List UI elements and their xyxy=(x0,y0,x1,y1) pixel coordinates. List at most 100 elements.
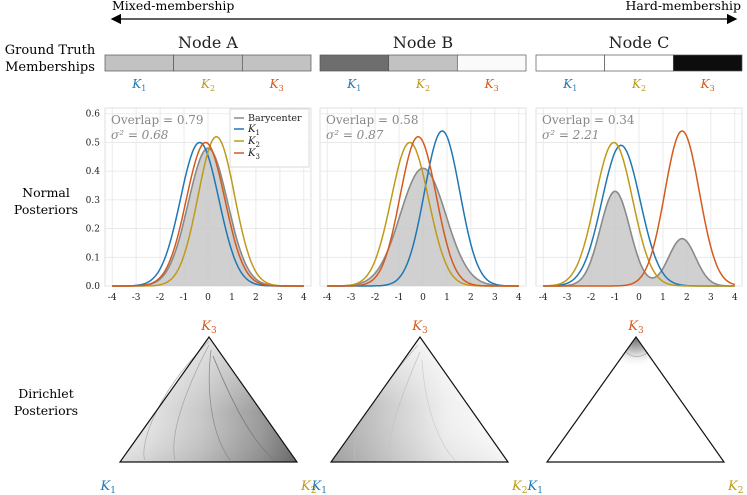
barycenter-area xyxy=(327,168,519,286)
normal-posterior-plots: -4 -3 -2 -1 0 1 2 3 4 0.0 0.1 0.2 0.3 0.4 0.5 0.6 Overla… xyxy=(86,107,743,303)
x-tick-label: 4 xyxy=(516,293,522,303)
x-tick-label: -2 xyxy=(156,293,165,303)
x-tick-label: 3 xyxy=(492,293,498,303)
series-line-k3 xyxy=(112,141,304,287)
membership-cell xyxy=(241,54,312,72)
legend-label-barycenter: Barycenter xyxy=(248,113,302,124)
row-label-normal-1: Normal xyxy=(22,185,70,200)
simplex-node-a xyxy=(118,335,299,463)
membership-cell-label: K2 xyxy=(631,77,646,93)
simplex-b-outline xyxy=(329,335,510,463)
y-tick-label: 0.6 xyxy=(86,110,101,120)
x-tick-label: 0 xyxy=(420,293,426,303)
x-tick-label: 1 xyxy=(444,293,450,303)
y-tick-label: 0.4 xyxy=(86,167,101,177)
series-line-k3 xyxy=(327,135,519,287)
membership-cell xyxy=(104,54,175,72)
overlap-label: Overlap = 0.58 xyxy=(326,113,419,127)
row-label-normal-2: Posteriors xyxy=(14,202,78,217)
x-tick-label: -3 xyxy=(347,293,356,303)
x-tick-label: 2 xyxy=(684,293,690,303)
membership-cell xyxy=(319,54,390,72)
posterior-plot: -4 -3 -2 -1 0 1 2 3 4 0.0 0.1 0.2 0.3 0.4 0.5 0.6 Overla… xyxy=(86,107,312,303)
barycenter-line xyxy=(327,167,519,287)
row-label-dirichlet-2: Posteriors xyxy=(14,403,78,418)
simplex-node-c xyxy=(545,335,726,463)
x-tick-label: 1 xyxy=(229,293,235,303)
node-title: Node B xyxy=(393,33,453,52)
membership-cell-label: K2 xyxy=(200,77,215,93)
x-tick-label: 4 xyxy=(301,293,307,303)
membership-cell xyxy=(672,54,743,72)
membership-cell-label: K1 xyxy=(346,77,361,93)
y-tick-label: 0.0 xyxy=(86,282,101,292)
simplex-label-k3: K3 xyxy=(411,319,428,336)
simplex-label-k2: K2 xyxy=(727,479,743,495)
membership-cell-label: K3 xyxy=(269,77,284,93)
y-tick-label: 0.2 xyxy=(86,225,100,235)
simplex-b-density-overlay xyxy=(331,337,508,462)
x-tick-label: 3 xyxy=(708,293,714,303)
node-title: Node A xyxy=(178,33,238,52)
x-tick-label: -4 xyxy=(323,293,332,303)
x-tick-label: -4 xyxy=(539,293,548,303)
header-mixed-membership: Mixed-membership xyxy=(112,0,234,13)
row-label-dirichlet-1: Dirichlet xyxy=(18,386,73,401)
header-hard-membership: Hard-membership xyxy=(626,0,742,13)
simplex-label-k1: K1 xyxy=(527,479,543,495)
membership-cell-label: K1 xyxy=(562,77,577,93)
x-tick-label: 0 xyxy=(205,293,211,303)
simplex-label-k2: K2 xyxy=(511,479,527,495)
simplex-a-contour xyxy=(173,344,210,461)
x-tick-label: -1 xyxy=(180,293,189,303)
simplex-c-contour xyxy=(625,351,649,357)
simplex-a-contour xyxy=(208,349,231,461)
simplex-c-outline xyxy=(545,335,726,463)
membership-cell xyxy=(388,54,458,72)
simplex-label-k1: K1 xyxy=(100,479,116,495)
x-tick-label: 4 xyxy=(732,293,738,303)
simplex-b-contour xyxy=(389,351,421,461)
x-tick-label: 0 xyxy=(636,293,642,303)
membership-cell-label: K3 xyxy=(484,77,499,93)
sigma-label: σ² = 0.68 xyxy=(111,128,169,142)
y-tick-label: 0.1 xyxy=(86,253,100,263)
simplex-c-density xyxy=(547,337,724,462)
x-tick-label: 3 xyxy=(277,293,283,303)
simplex-label-k3: K3 xyxy=(200,319,217,336)
membership-cell xyxy=(535,54,606,72)
membership-bars: Node A K1 K2 K3 Node B K1 K2 K3 Node C K1 K2 K3 xyxy=(104,33,743,93)
x-tick-label: 2 xyxy=(253,293,259,303)
x-tick-label: -1 xyxy=(395,293,404,303)
simplex-node-b xyxy=(329,335,510,463)
simplex-a-density-overlay xyxy=(120,337,297,462)
membership-cell xyxy=(456,54,527,72)
membership-cell xyxy=(604,54,674,72)
y-tick-label: 0.5 xyxy=(86,138,101,148)
simplex-label-k3: K3 xyxy=(627,319,644,336)
x-tick-label: 2 xyxy=(468,293,474,303)
x-tick-label: -2 xyxy=(587,293,596,303)
barycenter-line xyxy=(543,190,735,287)
series-line-k3 xyxy=(543,130,735,287)
x-tick-label: 1 xyxy=(660,293,666,303)
membership-cell-label: K3 xyxy=(700,77,715,93)
series-line-k2 xyxy=(112,135,304,287)
series-line-k2 xyxy=(543,141,735,287)
membership-cell-label: K1 xyxy=(131,77,146,93)
overlap-label: Overlap = 0.34 xyxy=(542,113,635,127)
node-title: Node C xyxy=(609,33,670,52)
row-label-ground-truth-1: Ground Truth xyxy=(5,43,96,58)
simplex-b-contour xyxy=(353,344,419,461)
x-tick-label: -2 xyxy=(371,293,380,303)
x-tick-label: -3 xyxy=(563,293,572,303)
barycenter-area xyxy=(112,148,304,286)
row-label-ground-truth-2: Memberships xyxy=(5,60,95,75)
x-tick-label: -4 xyxy=(108,293,117,303)
simplex-label-k1: K1 xyxy=(311,479,327,495)
simplex-b-contour xyxy=(421,359,456,461)
